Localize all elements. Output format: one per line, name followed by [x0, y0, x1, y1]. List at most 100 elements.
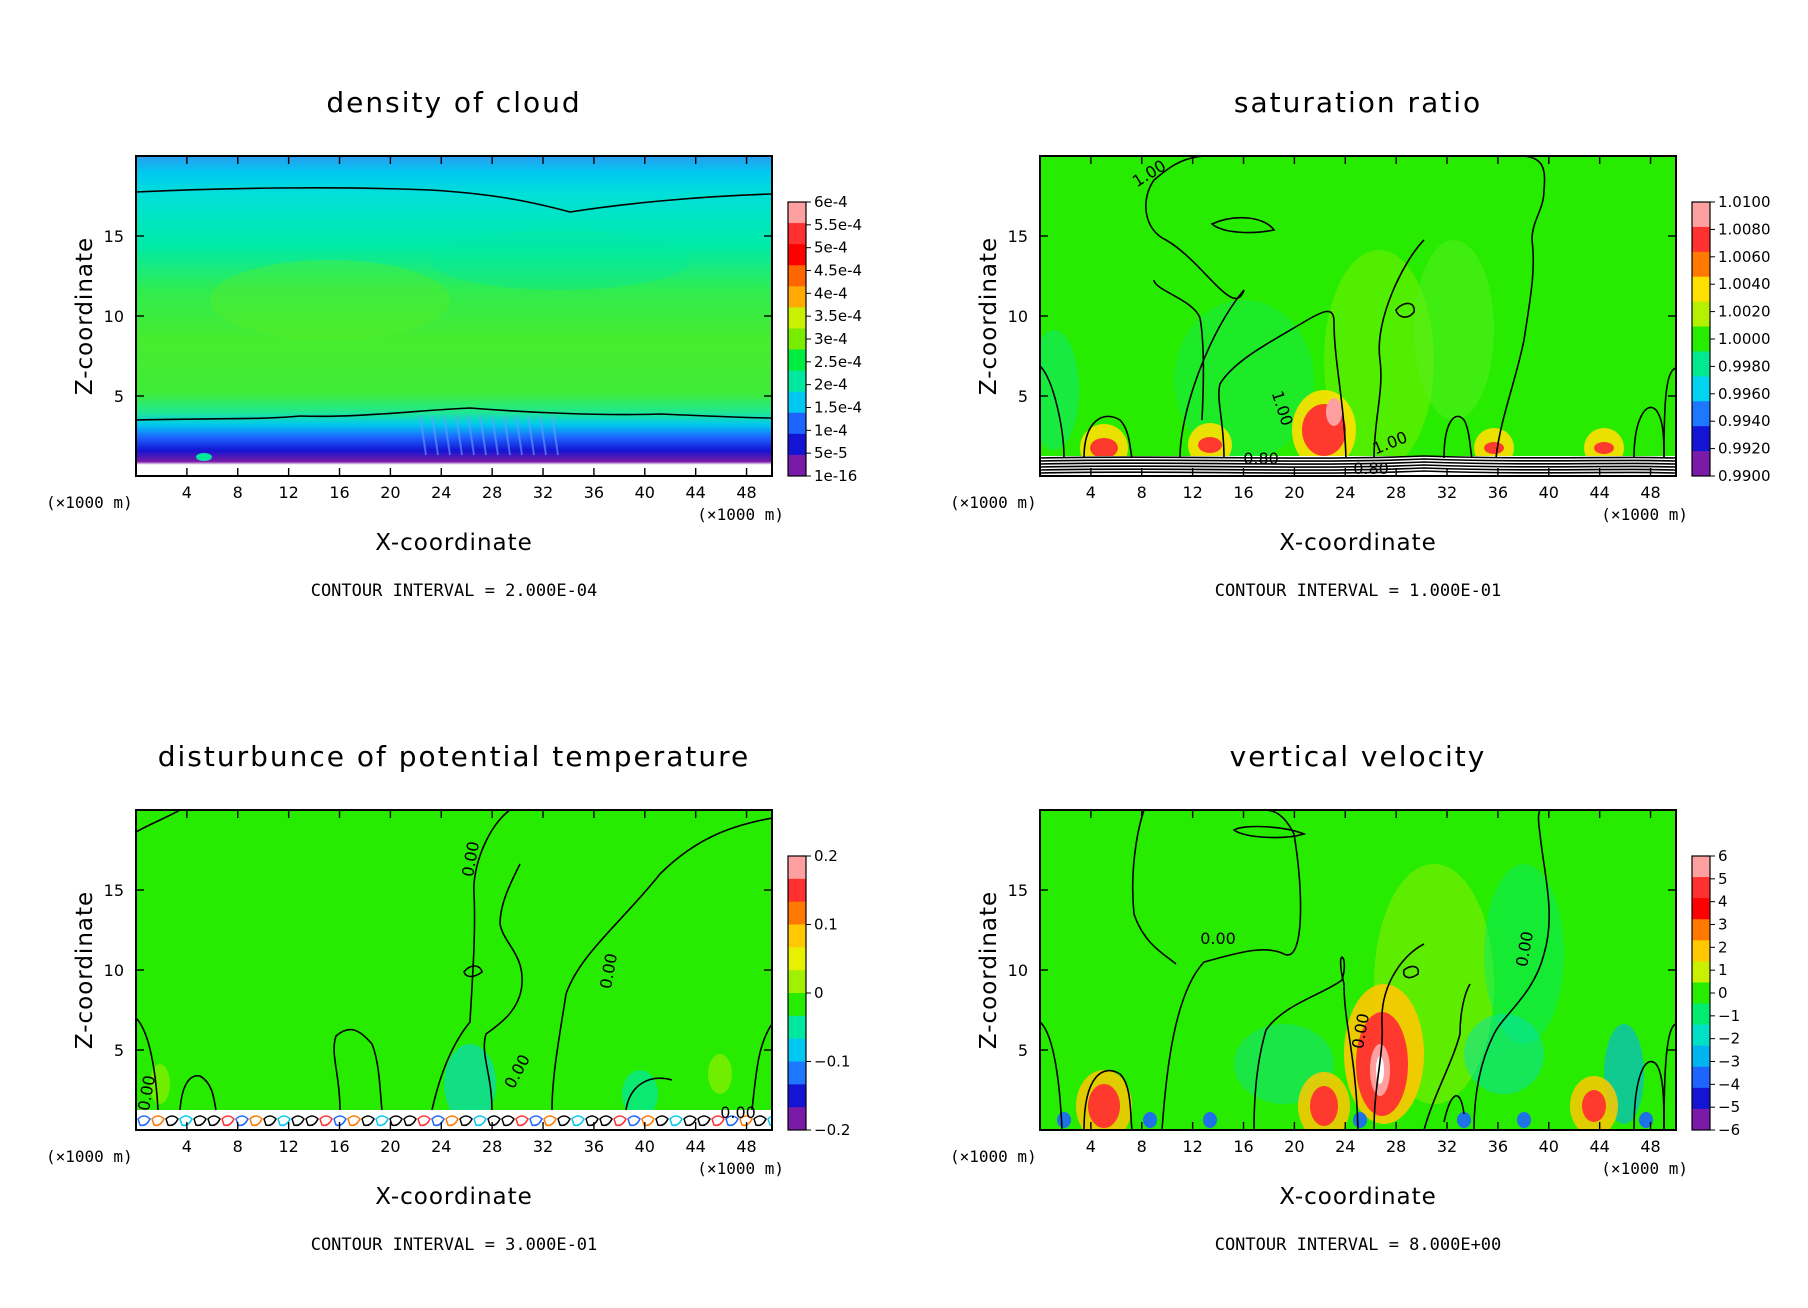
colorbar-swatch	[788, 433, 806, 456]
y-tick-label: 5	[1018, 387, 1028, 406]
field-feature	[1353, 1112, 1367, 1128]
contour-line	[1663, 367, 1676, 459]
chart-title: disturbunce of potential temperature	[158, 740, 751, 773]
field-feature	[347, 1115, 361, 1127]
colorbar-swatch	[1692, 898, 1710, 920]
colorbar-swatch	[788, 412, 806, 435]
field-feature	[291, 1115, 305, 1127]
field-feature	[179, 1115, 193, 1127]
colorbar-swatch	[1692, 376, 1710, 402]
contour-line	[1443, 1094, 1465, 1123]
plot-field	[1040, 810, 1676, 1130]
colorbar-swatch	[788, 1107, 806, 1131]
contour-interval-text: CONTOUR INTERVAL = 3.000E-01	[311, 1235, 598, 1255]
contour-line	[483, 863, 523, 1111]
field-feature	[1639, 1112, 1653, 1128]
field-feature	[151, 1115, 165, 1127]
x-tick-label: 28	[1386, 483, 1406, 502]
field-feature	[165, 1115, 179, 1127]
x-tick-label: 12	[1182, 1137, 1202, 1156]
field-feature	[455, 414, 463, 456]
contour-line	[1443, 415, 1473, 459]
contour-line	[1210, 216, 1276, 234]
x-tick-label: 24	[431, 1137, 451, 1156]
contour-line	[1040, 464, 1676, 468]
contour-line	[1232, 825, 1307, 839]
field-feature	[551, 414, 559, 456]
y-tick-label: 15	[1008, 227, 1028, 246]
field-feature	[515, 414, 523, 456]
y-tick-label: 5	[114, 1041, 124, 1060]
x-tick-label: 12	[278, 1137, 298, 1156]
x-unit-label: (×1000 m)	[1601, 1159, 1688, 1178]
y-tick-label: 10	[1008, 307, 1028, 326]
x-tick-label: 44	[686, 483, 706, 502]
contour-line	[625, 1077, 673, 1111]
x-tick-label: 20	[1284, 1137, 1304, 1156]
colorbar-label: −1	[1718, 1007, 1740, 1025]
colorbar-swatch	[1692, 401, 1710, 427]
panel-saturation-ratio: 1.00 1.00 1.00 0.80 0.80 saturation ratio 4 8 12…	[904, 0, 1808, 654]
plot-field	[136, 810, 772, 1130]
field-feature	[1484, 864, 1564, 1044]
field-feature	[503, 414, 511, 456]
field-feature	[527, 414, 535, 456]
x-tick-label: 16	[329, 483, 349, 502]
x-axis-label: X-coordinate	[1279, 1184, 1437, 1210]
colorbar-swatch	[1692, 1087, 1710, 1110]
field-feature	[263, 1115, 277, 1127]
field-feature	[669, 1115, 683, 1127]
colorbar-swatch	[1692, 940, 1710, 962]
field-feature	[1203, 1112, 1217, 1128]
colorbar-label: 6e-4	[814, 193, 848, 211]
field-feature	[622, 1070, 658, 1118]
contour-interval-text: CONTOUR INTERVAL = 8.000E+00	[1215, 1235, 1502, 1255]
x-axis-label: X-coordinate	[375, 1184, 533, 1210]
contour-line	[1253, 956, 1359, 1130]
contour-line	[1395, 302, 1415, 318]
colorbar-label: 0	[814, 984, 824, 1002]
contour-label: 0.00	[1200, 929, 1236, 948]
colorbar-label: 0.9960	[1718, 385, 1771, 403]
field-feature	[599, 1115, 613, 1127]
colorbar-label: 6	[1718, 847, 1728, 865]
colorbar-swatch	[1692, 202, 1710, 228]
x-tick-label: 36	[584, 483, 604, 502]
colorbar-swatch	[1692, 919, 1710, 941]
colorbar-swatch	[788, 370, 806, 393]
x-tick-label: 24	[1335, 483, 1355, 502]
y-unit-label: (×1000 m)	[46, 493, 133, 512]
y-tick-label: 5	[1018, 1041, 1028, 1060]
colorbar-label: 0.1	[814, 916, 838, 934]
colorbar-swatch	[788, 202, 806, 224]
y-tick-label: 10	[1008, 961, 1028, 980]
contour-line	[1473, 810, 1550, 1130]
contour-interval-text: CONTOUR INTERVAL = 1.000E-01	[1215, 581, 1502, 601]
field-feature	[467, 414, 475, 456]
y-tick-label: 10	[104, 307, 124, 326]
colorbar-label: −2	[1718, 1030, 1740, 1048]
colorbar-label: 2e-4	[814, 376, 848, 394]
colorbar-label: 2	[1718, 938, 1728, 956]
contour-line	[431, 810, 511, 1111]
field-feature	[305, 1115, 319, 1127]
y-axis-label: Z-coordinate	[976, 891, 1002, 1049]
field-feature	[431, 1115, 445, 1127]
field-feature	[1582, 1090, 1606, 1122]
x-tick-label: 12	[278, 483, 298, 502]
field-feature	[711, 1115, 725, 1127]
colorbar-label: 0	[1718, 984, 1728, 1002]
x-tick-label: 28	[1386, 1137, 1406, 1156]
colorbar-swatch	[788, 454, 806, 477]
contour-line	[1663, 1023, 1676, 1130]
colorbar-swatch	[788, 1038, 806, 1062]
field-feature	[1484, 442, 1504, 454]
x-tick-label: 40	[635, 483, 655, 502]
colorbar-label: 4	[1718, 893, 1728, 911]
x-tick-label: 44	[1590, 1137, 1610, 1156]
field-feature	[479, 414, 487, 456]
colorbar-swatch	[1692, 982, 1710, 1005]
field-feature	[1457, 1112, 1471, 1128]
field-feature	[375, 1115, 389, 1127]
